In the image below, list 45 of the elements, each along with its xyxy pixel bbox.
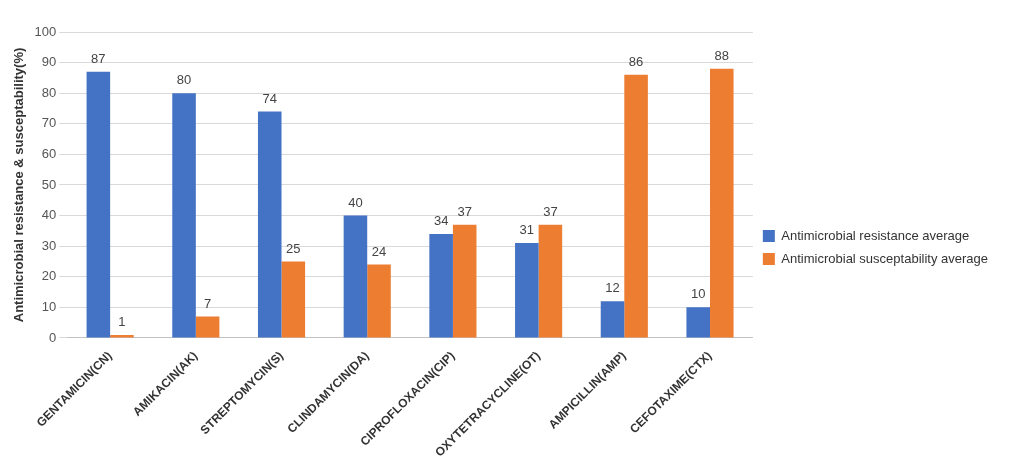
data-label: 12 <box>605 280 620 296</box>
bar <box>600 301 625 338</box>
data-label: 25 <box>286 240 301 256</box>
data-label: 24 <box>371 243 387 259</box>
bar <box>343 215 368 338</box>
data-label: 86 <box>628 53 644 69</box>
bar <box>538 224 563 338</box>
data-label: 80 <box>176 72 192 88</box>
y-tick-label: 60 <box>41 145 57 161</box>
data-label: 87 <box>91 50 106 66</box>
bar <box>195 316 220 338</box>
bar <box>515 243 539 338</box>
y-tick-label: 20 <box>41 268 57 284</box>
y-tick-label: 70 <box>41 115 57 131</box>
data-label: 7 <box>204 295 212 311</box>
legend-label: Antimicrobial susceptability average <box>781 250 988 266</box>
y-tick-label: 90 <box>41 54 57 70</box>
data-label: 37 <box>543 203 558 219</box>
bar <box>367 264 391 338</box>
bar <box>257 111 282 338</box>
bar <box>686 307 710 338</box>
bar <box>86 71 111 338</box>
data-label: 74 <box>262 90 277 106</box>
bar <box>172 93 196 338</box>
bar <box>281 261 306 338</box>
y-tick-label: 0 <box>49 329 57 345</box>
data-label: 10 <box>690 286 706 302</box>
y-tick-label: 80 <box>41 84 57 100</box>
data-label: 40 <box>348 194 363 210</box>
data-label: 88 <box>714 47 730 63</box>
bar <box>624 74 648 338</box>
data-label: 34 <box>433 213 449 228</box>
y-axis-title: Antimicrobial resistance & susceptability(%) <box>11 47 27 323</box>
bar <box>429 233 453 338</box>
data-label: 37 <box>457 203 472 219</box>
y-tick-label: 30 <box>41 237 57 253</box>
bar <box>452 224 477 338</box>
y-tick-label: 10 <box>41 298 57 314</box>
y-tick-label: 100 <box>34 23 57 39</box>
data-label: 1 <box>118 313 126 329</box>
bar <box>710 68 734 338</box>
legend-label: Antimicrobial resistance average <box>781 227 970 243</box>
y-tick-label: 40 <box>41 207 57 223</box>
y-tick-label: 50 <box>41 176 57 192</box>
data-label: 31 <box>519 222 535 238</box>
